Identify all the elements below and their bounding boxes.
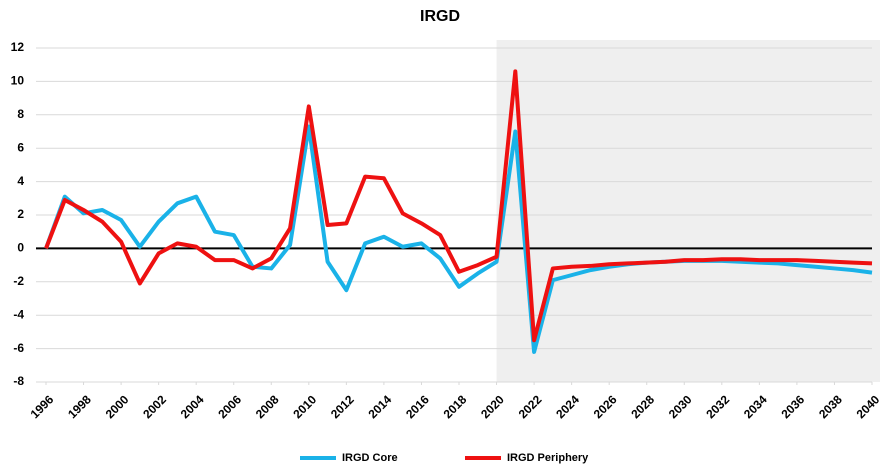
y-tick-label: 4 [17,174,24,188]
x-tick-label: 2006 [215,392,244,421]
x-tick-label: 2020 [478,392,507,421]
x-tick-label: 2026 [591,392,620,421]
x-tick-label: 2000 [103,392,132,421]
series-line [44,124,873,354]
series-line [44,69,873,343]
y-tick-label: 8 [17,107,24,121]
forecast-shade [496,40,880,382]
x-tick-label: 2022 [516,392,545,421]
x-tick-label: 2008 [253,392,282,421]
legend-label: IRGD Periphery [507,452,589,464]
y-tick-label: 10 [11,74,25,88]
x-tick-label: 2036 [778,392,807,421]
chart-title: IRGD [420,8,460,25]
x-tick-label: 2010 [290,392,319,421]
y-tick-label: 6 [17,140,24,154]
y-tick-label: 0 [17,241,24,255]
x-tick-label: 2038 [816,392,845,421]
x-tick-label: 1996 [28,392,57,421]
x-tick-label: 2030 [666,392,695,421]
x-tick-label: 1998 [65,392,94,421]
x-tick-label: 2024 [553,392,582,421]
x-tick-label: 2034 [741,392,770,421]
y-tick-label: -2 [13,274,24,288]
x-tick-label: 2028 [628,392,657,421]
y-tick-label: 2 [17,207,24,221]
x-tick-label: 2012 [328,392,357,421]
y-tick-label: -8 [13,374,24,388]
x-tick-label: 2018 [441,392,470,421]
y-tick-label: -4 [13,307,24,321]
legend-label: IRGD Core [342,452,398,464]
x-tick-label: 2016 [403,392,432,421]
x-tick-label: 2002 [140,392,169,421]
y-tick-label: -6 [13,341,24,355]
x-tick-label: 2014 [365,392,394,421]
x-tick-label: 2004 [178,392,207,421]
x-tick-label: 2032 [703,392,732,421]
y-tick-label: 12 [11,40,25,54]
x-tick-label: 2040 [854,392,880,421]
